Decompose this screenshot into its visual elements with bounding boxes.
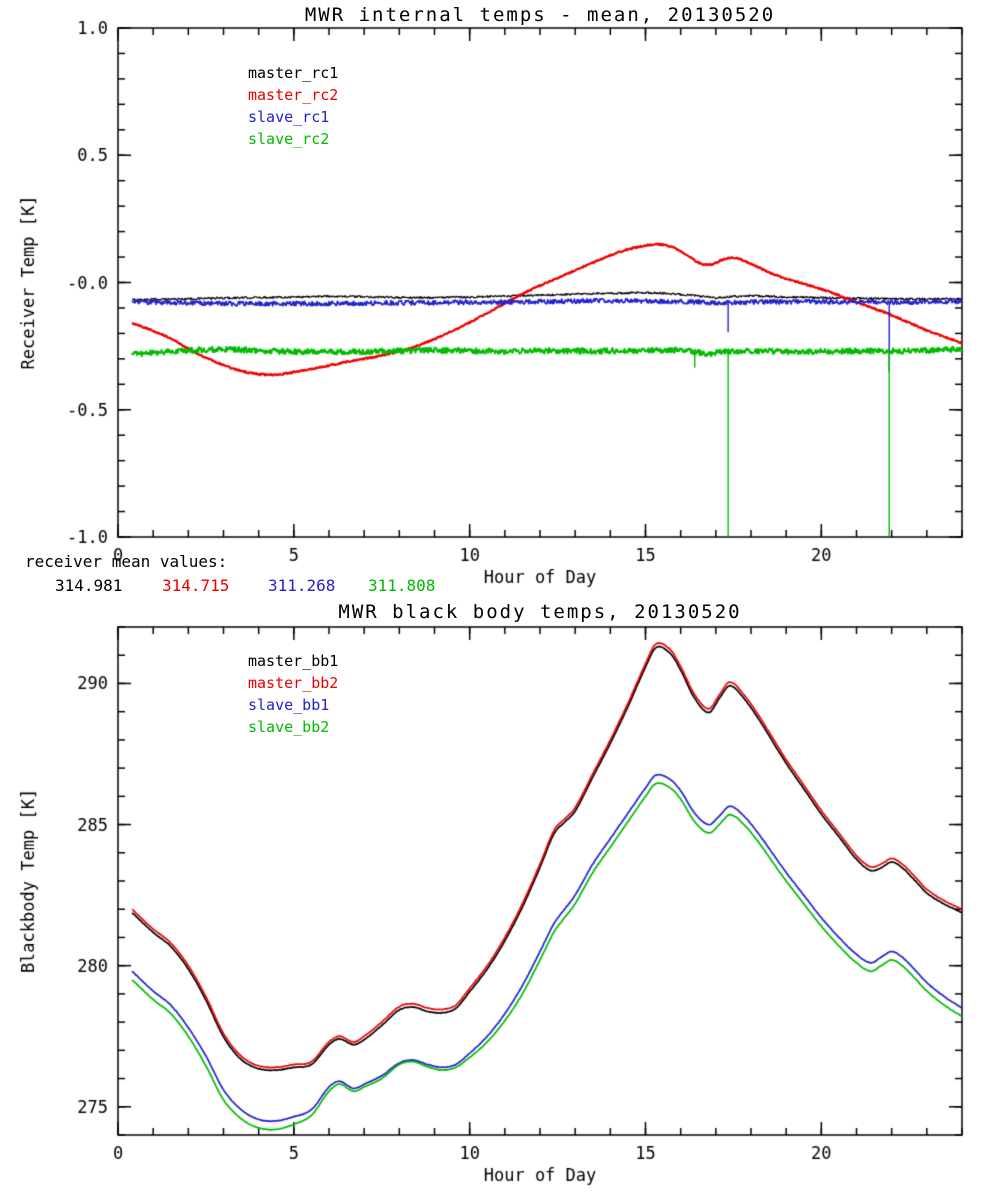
- blackbody-temps-chart-canvas: [0, 600, 1000, 1200]
- blackbody-temps-chart-title: MWR black body temps, 20130520: [338, 601, 742, 623]
- legend-label-master-rc1: master_rc1: [248, 64, 339, 82]
- receiver-mean-values-label: receiver mean values:: [25, 552, 228, 571]
- legend-label-slave-rc1: slave_rc1: [248, 108, 330, 126]
- legend-label-slave-bb1: slave_bb1: [248, 696, 330, 714]
- blackbody-temps-legend: master_bb1 master_bb2 slave_bb1 slave_bb…: [248, 650, 338, 738]
- mean-value-master-rc2: 314.715: [162, 576, 230, 595]
- internal-temps-chart-title: MWR internal temps - mean, 20130520: [304, 4, 776, 26]
- legend-label-master-rc2: master_rc2: [248, 86, 339, 104]
- legend-label-slave-bb2: slave_bb2: [248, 718, 330, 736]
- legend-label-slave-rc2: slave_rc2: [248, 130, 330, 148]
- internal-temps-chart-canvas: [0, 0, 1000, 600]
- legend-label-master-bb1: master_bb1: [248, 652, 339, 670]
- mean-value-master-rc1: 314.981: [55, 576, 123, 595]
- internal-temps-legend: master_rc1 master_rc2 slave_rc1 slave_rc…: [248, 62, 338, 150]
- mean-value-slave-rc2: 311.808: [368, 576, 436, 595]
- mean-value-slave-rc1: 311.268: [268, 576, 336, 595]
- legend-label-master-bb2: master_bb2: [248, 674, 339, 692]
